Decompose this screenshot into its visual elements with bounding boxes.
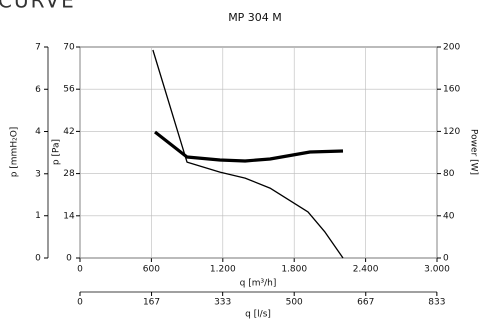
y3-tick-label: 6	[35, 85, 41, 95]
x2-axis-label: q [l/s]	[245, 310, 271, 320]
y-tick-label: 42	[63, 127, 74, 137]
y-tick-label: 70	[63, 43, 75, 53]
y3-tick-label: 3	[35, 169, 41, 179]
x-axis-label: q [m³/h]	[240, 279, 277, 289]
y-tick-label: 0	[66, 254, 72, 264]
y2-tick-label: 200	[443, 43, 460, 53]
x-tick-label: 2.400	[353, 265, 379, 275]
x2-tick-label: 167	[143, 298, 160, 308]
plot-frame	[79, 46, 438, 259]
x-tick-label: 600	[143, 265, 160, 275]
y-tick-label: 28	[63, 169, 75, 179]
y-axis-label: p [Pa]	[52, 139, 62, 165]
y2-tick-label: 80	[443, 169, 455, 179]
x2-tick-label: 833	[428, 298, 445, 308]
x-tick-label: 0	[77, 265, 83, 275]
y2-axis-label: Power [W]	[469, 129, 479, 175]
page-header: CURVE	[0, 0, 76, 13]
y2-tick-label: 0	[443, 254, 449, 264]
y3-axis-label: p [mmH₂O]	[10, 127, 20, 178]
y3-tick-label: 4	[35, 127, 41, 137]
x2-tick-label: 333	[214, 298, 231, 308]
curve	[154, 130, 344, 163]
x2-tick-label: 500	[286, 298, 303, 308]
x2-tick-label: 0	[77, 298, 83, 308]
x-tick-label: 1.800	[281, 265, 307, 275]
y-tick-label: 56	[63, 85, 75, 95]
y-tick-label: 14	[63, 211, 75, 221]
y3-tick-label: 1	[35, 211, 41, 221]
x-tick-label: 1.200	[210, 265, 236, 275]
y2-tick-label: 120	[443, 127, 460, 137]
x-tick-label: 3.000	[424, 265, 450, 275]
x2-tick-label: 667	[357, 298, 374, 308]
y3-tick-label: 7	[35, 43, 41, 53]
curve	[152, 49, 344, 259]
y2-tick-label: 160	[443, 85, 460, 95]
y3-tick-label: 0	[35, 254, 41, 264]
y2-tick-label: 40	[443, 211, 455, 221]
chart-title: MP 304 M	[228, 11, 282, 24]
